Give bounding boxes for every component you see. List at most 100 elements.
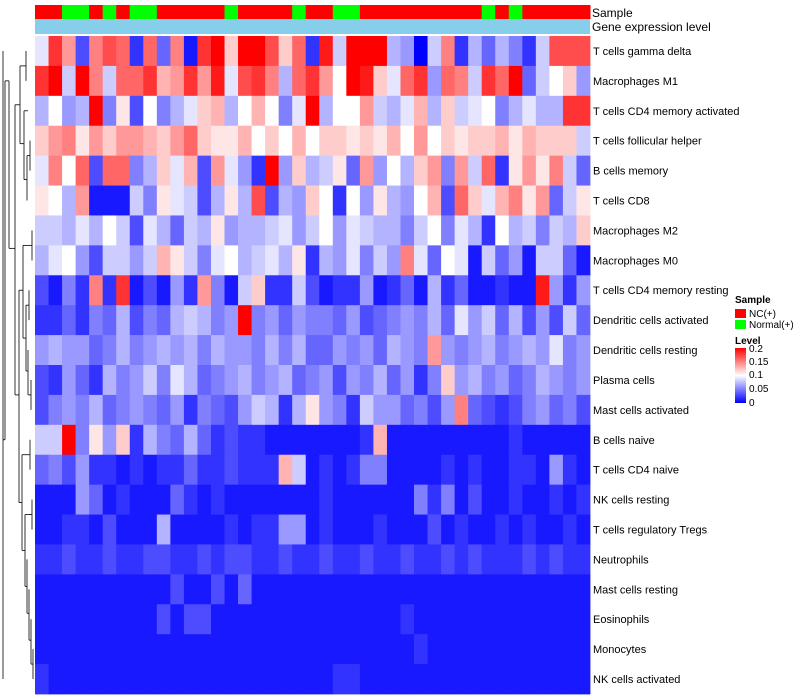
heatmap-cell	[441, 305, 456, 336]
heatmap-cell	[319, 36, 334, 67]
heatmap-cell	[156, 36, 171, 67]
heatmap-cell	[427, 185, 442, 216]
heatmap-cell	[508, 604, 523, 635]
heatmap-cell	[386, 424, 401, 456]
heatmap-cell	[116, 185, 131, 216]
heatmap-cell	[75, 185, 90, 216]
heatmap-cell	[62, 95, 77, 127]
heatmap-cell	[129, 634, 144, 665]
heatmap-cell	[373, 454, 388, 486]
heatmap-cell	[414, 245, 428, 276]
heatmap-cell	[373, 574, 388, 605]
heatmap-cell	[102, 125, 117, 157]
heatmap-cell	[522, 604, 537, 635]
heatmap-cell	[441, 574, 456, 605]
heatmap-cell	[75, 514, 90, 545]
heatmap-cell	[386, 95, 401, 127]
heatmap-cell	[305, 305, 320, 336]
gene-annotation-label: Gene expression level	[592, 20, 711, 34]
heatmap-cell	[89, 484, 104, 515]
heatmap-cell	[481, 664, 496, 695]
heatmap-cell	[400, 65, 415, 97]
heatmap-cell	[89, 664, 104, 695]
heatmap-cell	[48, 394, 63, 426]
heatmap-cell	[75, 394, 90, 426]
heatmap-cell	[265, 454, 280, 486]
heatmap-cell	[210, 634, 225, 665]
heatmap-cell	[373, 484, 388, 515]
sample-annotation-cell	[183, 5, 198, 19]
sample-annotation-cell	[292, 5, 307, 19]
heatmap-cell	[143, 305, 158, 336]
heatmap-cell	[102, 394, 117, 426]
heatmap-cell	[468, 484, 483, 515]
heatmap-cell	[143, 36, 158, 67]
heatmap-cell	[373, 664, 388, 695]
heatmap-cell	[75, 95, 90, 127]
heatmap-cell	[75, 215, 90, 246]
heatmap-cell	[156, 245, 171, 276]
heatmap-cell	[89, 514, 104, 545]
heatmap-cell	[386, 604, 401, 635]
heatmap-cell	[508, 305, 523, 336]
heatmap-cell	[522, 36, 537, 67]
heatmap-cell	[359, 664, 374, 695]
heatmap-cell	[48, 215, 63, 246]
heatmap-cell	[427, 484, 442, 515]
heatmap-cell	[495, 574, 510, 605]
heatmap-cell	[495, 155, 510, 186]
heatmap-cell	[278, 185, 293, 216]
heatmap-cell	[156, 305, 171, 336]
heatmap-cell	[495, 634, 510, 665]
heatmap-cell	[156, 275, 171, 306]
heatmap-cell	[522, 484, 537, 515]
heatmap-cell	[359, 544, 374, 575]
sample-annotation-cell	[35, 5, 50, 19]
heatmap-cell	[562, 36, 577, 67]
heatmap-cell	[75, 544, 90, 575]
heatmap-cell	[143, 394, 158, 426]
heatmap-cell	[278, 155, 293, 186]
heatmap-cell	[89, 634, 104, 665]
heatmap-cell	[468, 544, 483, 575]
heatmap-cell	[278, 634, 293, 665]
heatmap-cell	[359, 275, 374, 306]
heatmap-cell	[481, 335, 496, 366]
heatmap-cell	[359, 245, 374, 276]
sample-annotation-cell	[89, 5, 104, 19]
heatmap-cell	[305, 155, 320, 186]
heatmap-cell	[156, 634, 171, 665]
sample-annotation-cell	[48, 5, 63, 19]
heatmap-cell	[305, 185, 320, 216]
heatmap-cell	[183, 484, 198, 515]
heatmap-cell	[251, 424, 266, 456]
heatmap-cell	[35, 574, 49, 605]
heatmap-cell	[238, 514, 252, 545]
heatmap-cell	[454, 454, 469, 486]
heatmap-cell	[197, 424, 212, 456]
heatmap-cell	[522, 95, 537, 127]
heatmap-cell	[224, 95, 239, 127]
sample-annotation-cell	[332, 5, 347, 19]
heatmap-cell	[170, 155, 185, 186]
heatmap-cell	[305, 275, 320, 306]
heatmap-cell	[495, 544, 510, 575]
heatmap-cell	[495, 305, 510, 336]
heatmap-cell	[522, 275, 537, 306]
heatmap-cell	[89, 454, 104, 486]
heatmap-cell	[414, 215, 428, 246]
heatmap-cell	[170, 634, 185, 665]
heatmap-cell	[549, 424, 564, 456]
heatmap-cell	[224, 335, 239, 366]
heatmap-cell	[197, 574, 212, 605]
heatmap-cell	[332, 634, 347, 665]
heatmap-cell	[48, 155, 63, 186]
sample-annotation-cell	[495, 5, 510, 19]
heatmap-cell	[508, 275, 523, 306]
heatmap-cell	[468, 664, 483, 695]
heatmap-cell	[62, 424, 77, 456]
heatmap-cell	[170, 514, 185, 545]
heatmap-cell	[35, 664, 49, 695]
heatmap-cell	[454, 245, 469, 276]
heatmap-cell	[224, 65, 239, 97]
